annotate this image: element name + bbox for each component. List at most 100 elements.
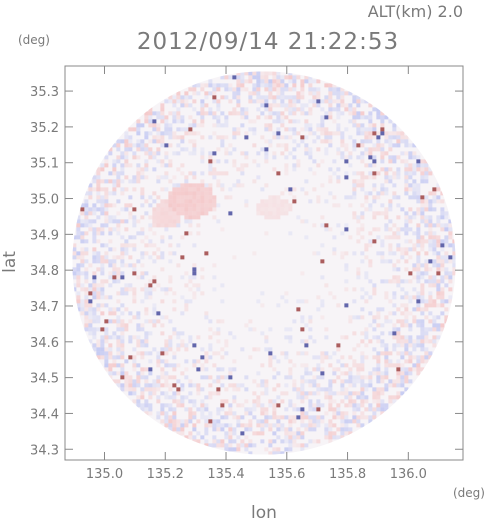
echo-cell xyxy=(180,419,185,424)
echo-cell xyxy=(324,135,329,140)
echo-cell xyxy=(212,287,217,292)
echo-cell xyxy=(192,211,197,216)
echo-cell xyxy=(248,319,253,324)
echo-cell xyxy=(172,415,177,420)
echo-cell xyxy=(112,271,117,276)
echo-cell xyxy=(132,247,137,252)
echo-cell xyxy=(188,435,193,440)
echo-cell xyxy=(84,211,89,216)
echo-cell xyxy=(424,279,429,284)
echo-cell xyxy=(104,355,109,360)
echo-cell xyxy=(260,439,265,444)
echo-cell xyxy=(368,259,373,264)
echo-cell xyxy=(204,187,209,192)
echo-cell xyxy=(112,275,117,280)
echo-cell xyxy=(92,319,97,324)
echo-cell xyxy=(308,399,313,404)
echo-cell xyxy=(408,295,413,300)
echo-cell xyxy=(440,291,445,296)
echo-cell xyxy=(424,231,429,236)
echo-cell xyxy=(416,223,421,228)
echo-cell xyxy=(392,223,397,228)
echo-cell xyxy=(408,335,413,340)
x-axis-ticks: 135.0 135.2 135.4 135.6 135.8 136.0 xyxy=(86,66,427,482)
echo-cell xyxy=(136,179,141,184)
echo-cell xyxy=(444,319,449,324)
echo-cell xyxy=(348,431,353,436)
echo-cell xyxy=(396,279,401,284)
echo-cell xyxy=(264,383,269,388)
echo-cell xyxy=(156,159,161,164)
echo-cell xyxy=(148,391,153,396)
echo-cell xyxy=(100,211,105,216)
echo-cell xyxy=(416,295,421,300)
echo-cell xyxy=(172,187,177,192)
echo-cell xyxy=(380,343,385,348)
echo-cell xyxy=(132,263,137,268)
echo-cell xyxy=(104,255,109,260)
echo-cell xyxy=(416,343,421,348)
echo-cell xyxy=(360,331,365,336)
echo-cell xyxy=(380,159,385,164)
echo-cell xyxy=(380,371,385,376)
echo-cell xyxy=(284,171,289,176)
echo-cell xyxy=(356,395,361,400)
echo-cell xyxy=(188,275,193,280)
echo-cell xyxy=(432,195,437,200)
echo-cell xyxy=(100,287,105,292)
echo-cell xyxy=(292,419,297,424)
echo-cell xyxy=(332,371,337,376)
echo-cell xyxy=(328,95,333,100)
echo-cell xyxy=(260,363,265,368)
echo-cell xyxy=(300,271,305,276)
echo-cell xyxy=(164,207,169,212)
echo-cell xyxy=(276,215,281,220)
echo-cell xyxy=(180,139,185,144)
echo-cell xyxy=(344,391,349,396)
echo-cell xyxy=(116,223,121,228)
echo-cell xyxy=(152,383,157,388)
echo-cell xyxy=(192,215,197,220)
echo-cell xyxy=(404,247,409,252)
echo-cell xyxy=(100,327,105,332)
echo-cell xyxy=(264,83,269,88)
echo-cell xyxy=(216,443,221,448)
echo-cell xyxy=(276,111,281,116)
echo-cell xyxy=(136,171,141,176)
echo-cell xyxy=(124,251,129,256)
echo-cell xyxy=(376,391,381,396)
echo-cell xyxy=(396,175,401,180)
echo-cell xyxy=(164,143,169,148)
echo-cell xyxy=(316,103,321,108)
echo-cell xyxy=(72,271,77,276)
echo-cell xyxy=(344,279,349,284)
echo-cell xyxy=(440,191,445,196)
echo-cell xyxy=(296,119,301,124)
echo-cell xyxy=(428,247,433,252)
echo-cell xyxy=(72,251,77,256)
echo-cell xyxy=(368,155,373,160)
echo-cell xyxy=(304,151,309,156)
echo-cell xyxy=(168,319,173,324)
echo-cell xyxy=(180,115,185,120)
echo-cell xyxy=(288,107,293,112)
echo-cell xyxy=(380,399,385,404)
echo-cell xyxy=(144,199,149,204)
echo-cell xyxy=(204,83,209,88)
x-unit-label: (deg) xyxy=(453,486,485,500)
echo-cell xyxy=(220,135,225,140)
echo-cell xyxy=(296,163,301,168)
echo-cell xyxy=(228,431,233,436)
echo-cell xyxy=(156,203,161,208)
echo-cell xyxy=(408,343,413,348)
echo-cell xyxy=(100,255,105,260)
echo-cell xyxy=(400,355,405,360)
echo-cell xyxy=(404,179,409,184)
echo-cell xyxy=(188,131,193,136)
echo-cell xyxy=(272,155,277,160)
echo-cell xyxy=(156,355,161,360)
echo-cell xyxy=(276,195,281,200)
echo-cell xyxy=(148,291,153,296)
echo-cell xyxy=(216,123,221,128)
echo-cell xyxy=(220,319,225,324)
